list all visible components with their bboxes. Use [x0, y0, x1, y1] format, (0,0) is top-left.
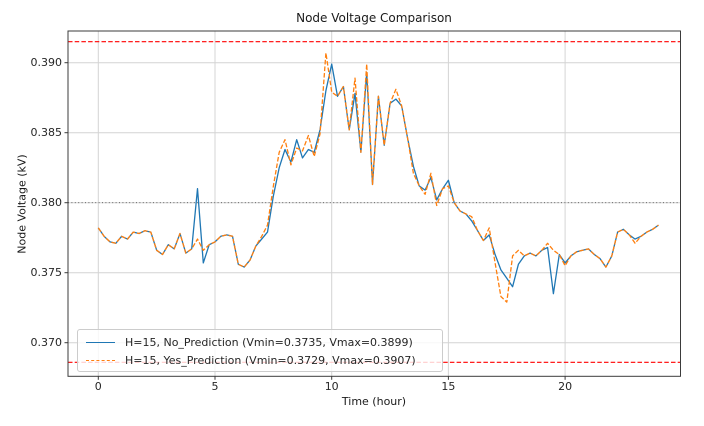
y-tick-label-0.370: 0.370	[30, 336, 63, 350]
x-axis-label: Time (hour)	[341, 395, 407, 408]
y-tick-label-0.390: 0.390	[30, 56, 63, 70]
legend-swatch-solid-line	[86, 341, 115, 343]
y-tick-label-0.385: 0.385	[30, 126, 63, 140]
x-tick-label-10: 10	[324, 380, 339, 393]
legend: H=15, No_Prediction (Vmin=0.3735, Vmax=0…	[77, 329, 443, 372]
y-tick-label-0.380: 0.380	[30, 196, 63, 210]
legend-item-no-prediction: H=15, No_Prediction (Vmin=0.3735, Vmax=0…	[86, 333, 442, 351]
x-tick-label-15: 15	[441, 380, 456, 393]
legend-label-yes-prediction: H=15, Yes_Prediction (Vmin=0.3729, Vmax=…	[125, 353, 416, 367]
axes-border	[67, 30, 681, 377]
x-tick-label-5: 5	[211, 380, 219, 393]
chart-title: Node Voltage Comparison	[296, 11, 452, 25]
x-tick-label-20: 20	[558, 380, 573, 393]
legend-item-yes-prediction: H=15, Yes_Prediction (Vmin=0.3729, Vmax=…	[86, 351, 442, 369]
legend-swatch-dashed-line	[86, 359, 115, 361]
y-tick-label-0.375: 0.375	[30, 266, 63, 280]
x-tick-label-0: 0	[94, 380, 102, 393]
series-line-yes-prediction	[97, 52, 659, 303]
legend-label-no-prediction: H=15, No_Prediction (Vmin=0.3735, Vmax=0…	[125, 335, 413, 349]
